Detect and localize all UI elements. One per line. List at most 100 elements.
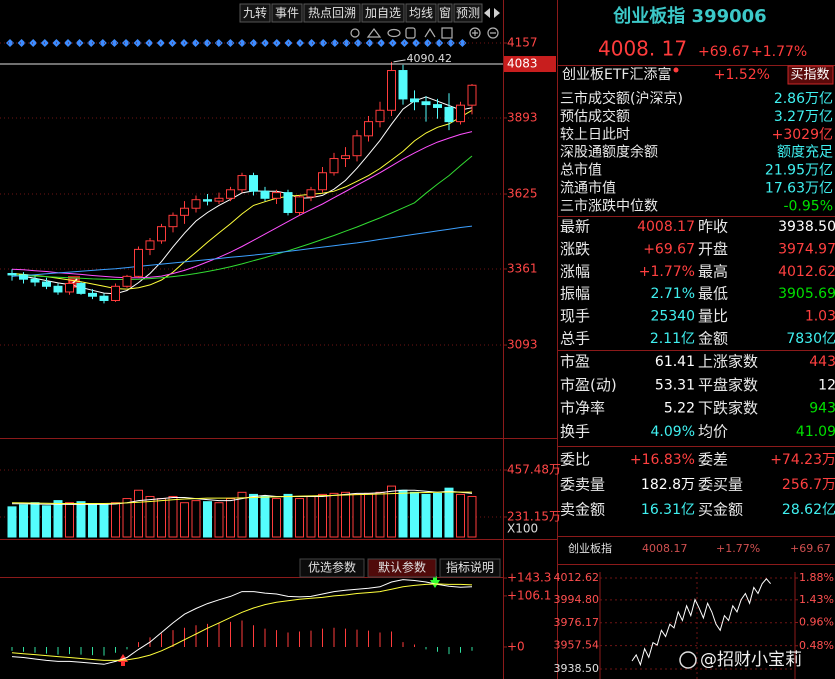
volume-bar <box>329 492 339 538</box>
mini-y-label: 3957.54 <box>554 639 600 652</box>
marker-diamond <box>330 39 339 47</box>
quote-label: 最高 <box>698 262 728 280</box>
candle-body <box>444 106 454 123</box>
candle-body <box>134 248 143 277</box>
indicator-button-label[interactable]: 优选参数 <box>308 560 356 575</box>
y-tick-label: 231.15万 <box>507 510 561 524</box>
quote-label: 最低 <box>698 285 728 303</box>
volume-bar <box>157 498 166 538</box>
arrow-left[interactable] <box>484 8 490 18</box>
lock-icon[interactable] <box>405 27 416 39</box>
etf-pct: +1.52% <box>714 67 770 83</box>
candle-body <box>237 175 247 191</box>
zoom-in-icon[interactable] <box>469 27 481 39</box>
arrow-right[interactable] <box>494 8 500 18</box>
quote-label: 金额 <box>698 330 728 348</box>
marker-diamond <box>17 39 26 47</box>
y-tick-label: 3625 <box>507 187 538 201</box>
sell-signal <box>430 576 440 588</box>
mini-line <box>631 578 771 667</box>
box-icon[interactable] <box>441 27 453 39</box>
toolbar-button[interactable] <box>453 3 483 23</box>
volume-bar <box>318 493 327 538</box>
quote-value: 2.11亿 <box>650 331 695 347</box>
candle-body <box>122 275 132 287</box>
chart-icons <box>350 27 499 39</box>
candle-body <box>260 190 270 199</box>
volume-bar <box>341 491 350 538</box>
buy-index-button[interactable] <box>787 65 834 85</box>
toolbar-button[interactable] <box>361 3 405 23</box>
toolbar-label[interactable]: 加自选 <box>365 6 401 20</box>
zoom-out-icon[interactable] <box>487 27 499 39</box>
toolbar-label[interactable]: 窗 <box>439 6 451 20</box>
toolbar-button[interactable] <box>303 3 361 23</box>
marker-diamond <box>435 39 444 47</box>
toolbar-label[interactable]: 均线 <box>409 6 433 20</box>
indicator-button[interactable] <box>299 558 365 578</box>
volume-bar <box>53 500 63 538</box>
quote-label: 市盈(动) <box>560 376 617 394</box>
indicator-button[interactable] <box>367 558 437 578</box>
indicator-button-label[interactable]: 指标说明 <box>446 560 494 575</box>
quote-label: 市净率 <box>560 399 605 417</box>
quote-label: 上涨家数 <box>698 353 758 371</box>
toolbar-label[interactable]: 九转 <box>243 5 267 20</box>
quote-value: 256.7万 <box>782 477 835 493</box>
mini-header: 4008.17 <box>642 542 688 555</box>
etf-name[interactable]: 创业板ETF汇添富 <box>562 66 671 83</box>
volume-bar <box>168 495 178 538</box>
triangle-icon[interactable] <box>366 28 382 38</box>
volume-bar <box>111 502 120 538</box>
indicator-button-label[interactable]: 默认参数 <box>378 560 426 575</box>
quote-label: 涨跌 <box>560 240 590 258</box>
mini-y-label: 3976.17 <box>554 616 600 629</box>
quote-value: 943 <box>809 401 835 417</box>
candle-body <box>341 155 350 160</box>
volume-bar <box>433 492 442 538</box>
mini-y2-label: 0.48% <box>799 639 834 652</box>
quote-value: +69.67 <box>643 241 695 257</box>
marker-diamond <box>75 39 84 47</box>
volume-bar <box>145 495 155 538</box>
quote-price: 4008. 17 <box>598 37 687 61</box>
quote-label: 委卖量 <box>560 476 605 494</box>
candle-body <box>203 199 212 202</box>
mini-header: 创业板指 <box>568 541 612 555</box>
toolbar-label[interactable]: 事件 <box>275 6 299 20</box>
toolbar-label[interactable]: 热点回溯 <box>308 5 356 20</box>
candle-body <box>283 192 293 213</box>
up-icon[interactable] <box>424 27 436 38</box>
candle-body <box>53 285 63 293</box>
marker-diamond <box>307 39 316 47</box>
quote-value: 4012.62 <box>778 264 835 280</box>
candle-body <box>42 281 51 287</box>
candle-body <box>387 70 396 111</box>
eye-icon[interactable] <box>387 28 401 38</box>
watermark: @招财小宝莉 <box>700 650 802 670</box>
toolbar-label[interactable]: 预测 <box>456 6 480 20</box>
volume-bar <box>352 493 362 538</box>
quote-label: 卖金额 <box>560 501 605 519</box>
toolbar-button[interactable] <box>239 3 271 23</box>
toolbar-button[interactable] <box>437 3 453 23</box>
volume-bar <box>456 493 465 538</box>
candle-body <box>76 282 86 294</box>
volume-bar <box>19 504 28 538</box>
volume-bar <box>421 493 431 538</box>
volume-bar <box>203 501 212 538</box>
quote-label: 下跌家数 <box>698 399 758 417</box>
quote-label: 量比 <box>698 307 728 325</box>
volume-bar <box>226 498 235 538</box>
toolbar-button[interactable] <box>271 3 303 23</box>
candle-body <box>375 109 385 123</box>
buy-index-label[interactable]: 买指数 <box>790 68 829 83</box>
candle-body <box>456 104 465 123</box>
y-tick-label: 3893 <box>507 110 538 124</box>
toolbar-button[interactable] <box>405 3 437 23</box>
marker-diamond <box>249 39 258 47</box>
weibo-icon <box>679 651 697 669</box>
quote-value: 182.8万 <box>641 477 695 493</box>
settings-icon[interactable] <box>350 28 360 38</box>
indicator-button[interactable] <box>439 558 501 578</box>
